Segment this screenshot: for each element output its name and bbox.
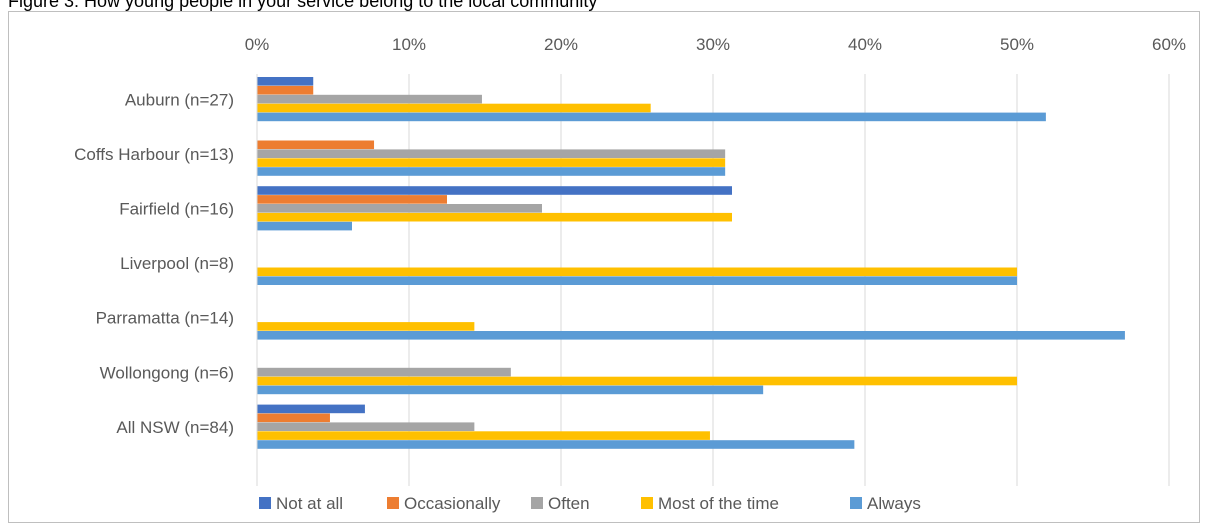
bar-not-at-all bbox=[257, 186, 732, 195]
bar-most-of-the-time bbox=[257, 322, 475, 331]
legend-label: Not at all bbox=[276, 494, 343, 513]
bar-always bbox=[257, 385, 764, 395]
bar-chart: 0% 10% 20% 30% 40% 50% 60% Auburn (n=27) Coffs H… bbox=[74, 35, 1186, 513]
bar-always bbox=[257, 167, 726, 176]
category-label: Auburn (n=27) bbox=[125, 90, 234, 109]
bar-most-of-the-time bbox=[257, 158, 726, 167]
x-tick-label: 20% bbox=[544, 35, 578, 54]
legend-swatch bbox=[531, 497, 543, 509]
x-tick-label: 40% bbox=[848, 35, 882, 54]
bar-often bbox=[257, 94, 482, 104]
x-tick-label: 50% bbox=[1000, 35, 1034, 54]
figure-caption: Figure 3: How young people in your servi… bbox=[8, 0, 598, 11]
bar-occasionally bbox=[257, 140, 375, 150]
legend-label: Most of the time bbox=[658, 494, 779, 513]
bar-occasionally bbox=[257, 413, 330, 423]
legend-swatch bbox=[641, 497, 653, 509]
bar-always bbox=[257, 440, 855, 449]
category-label: Fairfield (n=16) bbox=[119, 199, 234, 218]
x-tick-label: 60% bbox=[1152, 35, 1186, 54]
legend-label: Occasionally bbox=[404, 494, 501, 513]
category-label: Parramatta (n=14) bbox=[96, 309, 234, 328]
category-label: All NSW (n=84) bbox=[116, 418, 234, 437]
bar-most-of-the-time bbox=[257, 103, 651, 113]
bar-most-of-the-time bbox=[257, 431, 710, 440]
category-label: Coffs Harbour (n=13) bbox=[74, 145, 234, 164]
legend-label: Always bbox=[867, 494, 921, 513]
chart-frame: 0% 10% 20% 30% 40% 50% 60% Auburn (n=27) Coffs H… bbox=[8, 11, 1200, 523]
x-tick-label: 0% bbox=[245, 35, 270, 54]
bar-most-of-the-time bbox=[257, 267, 1017, 277]
bar-most-of-the-time bbox=[257, 212, 732, 222]
bar-always bbox=[257, 276, 1017, 285]
bar-occasionally bbox=[257, 85, 314, 95]
bar-often bbox=[257, 367, 511, 377]
legend-label: Often bbox=[548, 494, 590, 513]
bar-most-of-the-time bbox=[257, 376, 1017, 386]
category-label: Wollongong (n=6) bbox=[100, 363, 234, 382]
legend-swatch bbox=[259, 497, 271, 509]
bar-often bbox=[257, 149, 726, 158]
x-tick-label: 10% bbox=[392, 35, 426, 54]
legend-swatch bbox=[387, 497, 399, 509]
bar-always bbox=[257, 331, 1125, 340]
bar-not-at-all bbox=[257, 404, 365, 414]
bar-always bbox=[257, 112, 1046, 122]
bar-often bbox=[257, 422, 475, 431]
category-label: Liverpool (n=8) bbox=[120, 254, 234, 273]
x-tick-label: 30% bbox=[696, 35, 730, 54]
bar-not-at-all bbox=[257, 77, 314, 86]
legend-swatch bbox=[850, 497, 862, 509]
bar-occasionally bbox=[257, 195, 447, 204]
bar-always bbox=[257, 221, 352, 231]
bar-often bbox=[257, 204, 542, 213]
